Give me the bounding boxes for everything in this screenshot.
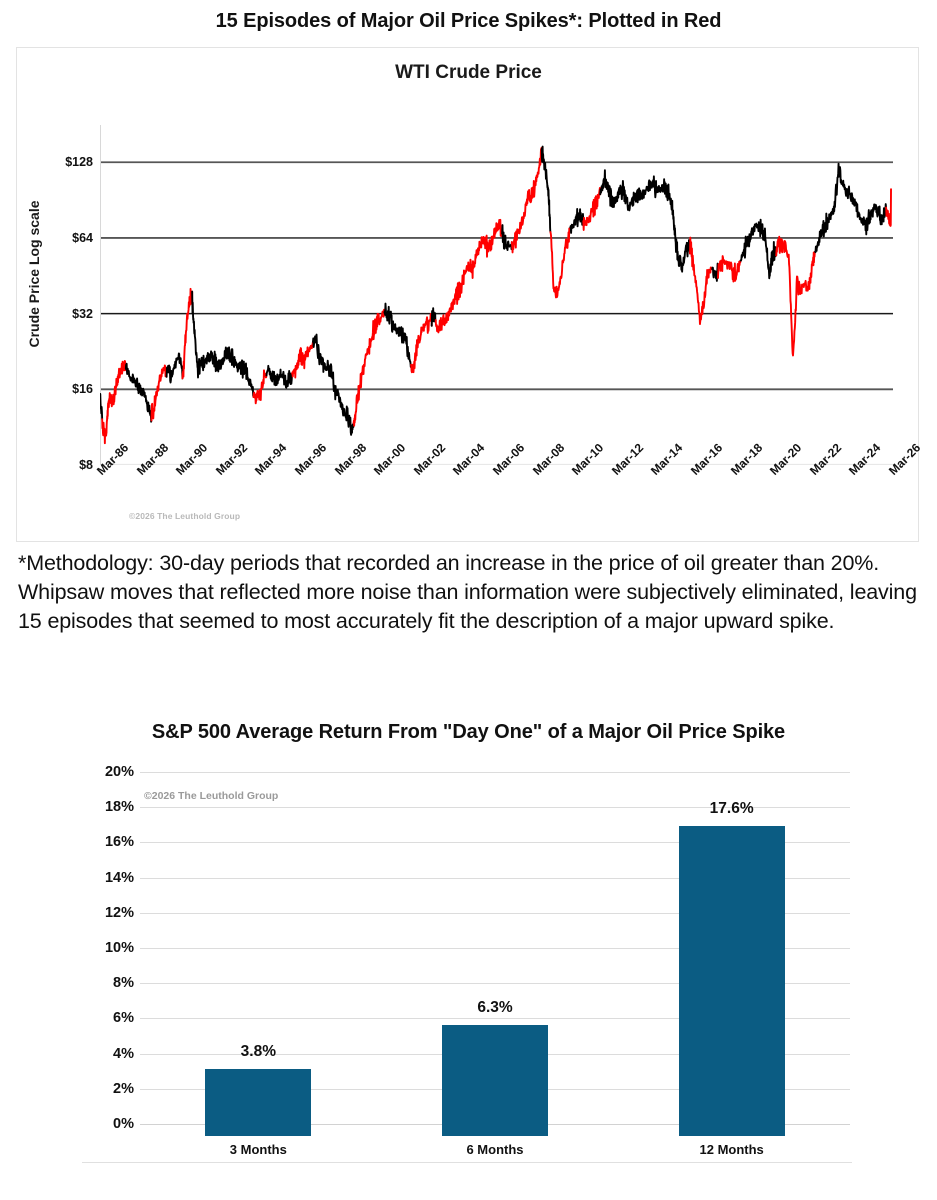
chart2-gridline	[140, 1018, 850, 1020]
chart2-gridline	[140, 842, 850, 844]
chart1-y-tick: $8	[79, 458, 93, 472]
oil-price-normal-segment	[430, 307, 437, 327]
bar-column: 3.8% 3 Months	[205, 784, 312, 1157]
oil-price-normal-segment	[739, 218, 778, 280]
chart2-gridline	[140, 807, 850, 809]
bar-column: 6.3% 6 Months	[442, 784, 548, 1157]
chart1-line-svg	[100, 125, 893, 465]
oil-price-spike-segment	[291, 340, 314, 379]
chart1-title: WTI Crude Price	[395, 62, 542, 83]
chart2-y-tick: 14%	[104, 869, 134, 886]
oil-price-normal-segment	[165, 352, 184, 384]
chart2-copyright: ©2026 The Leuthold Group	[144, 790, 279, 802]
chart2-y-tick: 6%	[113, 1010, 134, 1027]
chart1-plot-area	[100, 125, 893, 465]
oil-price-spike-segment	[150, 364, 168, 422]
bar-value-label: 6.3%	[477, 999, 513, 1017]
chart2-title: S&P 500 Average Return From "Day One" of…	[151, 721, 786, 743]
page-title: 15 Episodes of Major Oil Price Spikes*: …	[215, 10, 722, 32]
oil-price-spike-segment	[885, 188, 892, 227]
chart2-y-tick: 12%	[104, 904, 134, 921]
bar-category-label: 12 Months	[699, 1142, 764, 1157]
oil-price-spike-segment	[689, 236, 714, 326]
chart2-y-tick: 2%	[113, 1080, 134, 1097]
oil-price-normal-segment	[100, 393, 104, 421]
chart1-x-axis-labels: Mar-86 Mar-88 Mar-90 Mar-92 Mar-94 Mar-96 Mar-…	[94, 441, 923, 538]
oil-price-spike-segment	[181, 287, 194, 380]
chart2-gridline	[140, 877, 850, 879]
bar-column: 17.6% 12 Months	[678, 784, 785, 1157]
sp500-average-return-chart: 0% 2% 4% 6% 8% 10% 12% 14% 16% 18% 20% 3.8% 3 Month…	[82, 762, 852, 1182]
chart2-y-axis-labels: 0% 2% 4% 6% 8% 10% 12% 14% 16% 18% 20%	[82, 764, 134, 1132]
chart2-y-tick: 8%	[113, 975, 134, 992]
bar-rect	[678, 826, 785, 1136]
chart1-y-tick: $16	[72, 382, 93, 397]
oil-price-normal-segment	[540, 145, 552, 234]
chart2-y-tick: 10%	[104, 940, 134, 956]
oil-price-spike-segment	[510, 146, 543, 254]
bar-rect	[442, 1025, 548, 1136]
oil-price-spike-segment	[434, 218, 504, 334]
chart2-y-tick: 4%	[113, 1045, 134, 1062]
chart1-y-axis-labels: $8 $16 $32 $64 $128	[17, 125, 93, 472]
chart1-copyright: ©2026 The Leuthold Group	[129, 511, 241, 521]
oil-price-spike-segment	[582, 187, 602, 231]
chart2-y-tick: 16%	[104, 834, 134, 851]
chart1-y-tick: $128	[65, 155, 93, 170]
oil-price-normal-segment	[311, 333, 355, 436]
chart2-y-tick: 18%	[104, 799, 134, 816]
chart2-plot-area: 0% 2% 4% 6% 8% 10% 12% 14% 16% 18% 20% 3.8% 3 Month…	[105, 764, 850, 1157]
chart2-y-tick: 0%	[113, 1116, 134, 1132]
chart2-gridline	[140, 912, 850, 914]
oil-price-normal-segment	[191, 290, 255, 398]
oil-price-normal-segment	[814, 162, 888, 254]
bar-category-label: 6 Months	[466, 1142, 524, 1157]
chart1-y-tick: $32	[72, 306, 93, 321]
oil-price-spike-segment	[101, 360, 127, 445]
oil-price-spike-segment	[352, 308, 386, 427]
oil-price-normal-segment	[265, 364, 294, 389]
oil-price-normal-segment	[569, 208, 585, 234]
oil-price-normal-segment	[711, 262, 719, 282]
oil-price-normal-segment	[383, 302, 412, 368]
wti-crude-price-chart: WTI Crude Price Crude Price Log scale $8…	[16, 47, 923, 542]
chart2-gridline	[140, 948, 850, 949]
oil-price-spike-segment	[252, 369, 268, 405]
oil-price-spike-segment	[410, 313, 433, 374]
bar-rect	[205, 1069, 312, 1136]
bar-value-label: 3.8%	[240, 1043, 276, 1061]
oil-price-spike-segment	[775, 235, 817, 357]
bar-value-label: 17.6%	[709, 800, 754, 818]
bottom-divider	[82, 1162, 852, 1163]
oil-price-spike-segment	[549, 226, 572, 299]
oil-price-normal-segment	[501, 224, 513, 252]
bar-category-label: 3 Months	[229, 1142, 287, 1157]
chart2-gridline	[140, 772, 850, 773]
chart1-y-tick: $64	[72, 230, 93, 245]
oil-price-normal-segment	[599, 169, 691, 273]
oil-price-spike-segment	[717, 255, 742, 283]
chart2-gridline	[140, 983, 850, 985]
chart2-y-tick: 20%	[104, 764, 134, 780]
oil-price-normal-segment	[124, 362, 153, 423]
methodology-note: *Methodology: 30-day periods that record…	[18, 551, 917, 633]
